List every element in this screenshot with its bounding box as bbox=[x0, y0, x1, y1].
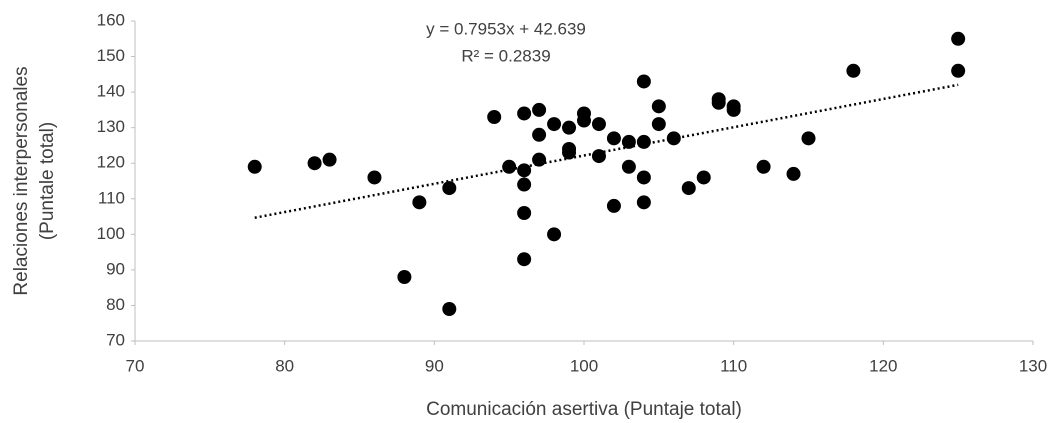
point bbox=[502, 159, 517, 174]
point bbox=[636, 195, 651, 210]
x-tick-label: 90 bbox=[425, 356, 444, 375]
point bbox=[547, 227, 562, 242]
point bbox=[442, 302, 457, 316]
point bbox=[577, 113, 591, 128]
x-tick-label: 120 bbox=[869, 356, 897, 375]
y-tick-label: 110 bbox=[98, 188, 125, 207]
trend-equation: y = 0.7953x + 42.639 bbox=[426, 19, 586, 38]
y-tick-label: 70 bbox=[106, 330, 125, 349]
y-tick-label: 160 bbox=[97, 10, 125, 29]
point bbox=[621, 134, 636, 149]
point bbox=[517, 252, 532, 267]
point bbox=[786, 166, 801, 181]
y-tick-label: 100 bbox=[97, 224, 125, 243]
x-tick-label: 80 bbox=[275, 356, 294, 375]
point bbox=[517, 206, 532, 220]
point bbox=[801, 131, 816, 146]
point bbox=[651, 99, 666, 114]
y-axis-title: (Puntale total) bbox=[37, 122, 58, 240]
point bbox=[591, 117, 606, 132]
point bbox=[562, 120, 577, 135]
y-tick-label: 140 bbox=[97, 82, 125, 101]
point bbox=[532, 102, 547, 117]
point bbox=[517, 163, 532, 178]
trend-r2: R² = 0.2839 bbox=[461, 46, 550, 65]
point bbox=[247, 159, 262, 174]
point bbox=[756, 159, 771, 174]
point bbox=[606, 198, 621, 213]
point bbox=[711, 95, 726, 110]
y-tick-label: 150 bbox=[97, 46, 125, 65]
point bbox=[397, 270, 412, 284]
y-tick-label: 90 bbox=[106, 259, 125, 278]
y-axis-title: Relaciones interpersonales bbox=[11, 66, 32, 295]
point bbox=[621, 159, 636, 174]
point bbox=[636, 170, 651, 185]
point bbox=[532, 152, 547, 167]
point bbox=[517, 106, 532, 121]
point bbox=[726, 102, 741, 117]
x-tick-label: 100 bbox=[570, 356, 598, 375]
point bbox=[322, 152, 337, 167]
point bbox=[517, 177, 532, 192]
point bbox=[636, 134, 651, 149]
point bbox=[951, 63, 966, 78]
point bbox=[532, 127, 547, 142]
point bbox=[307, 156, 322, 171]
point bbox=[562, 145, 577, 160]
point bbox=[681, 181, 696, 196]
point bbox=[367, 170, 382, 185]
x-tick-label: 110 bbox=[720, 356, 747, 375]
point bbox=[846, 63, 861, 78]
point bbox=[951, 31, 966, 46]
x-axis-title: Comunicación asertiva (Puntaje total) bbox=[426, 399, 742, 420]
y-tick-label: 120 bbox=[97, 153, 125, 172]
x-tick-label: 130 bbox=[1019, 356, 1047, 375]
point bbox=[606, 131, 621, 146]
point bbox=[442, 181, 457, 196]
point bbox=[651, 117, 666, 132]
x-tick-label: 70 bbox=[126, 356, 145, 375]
y-tick-label: 80 bbox=[106, 295, 125, 314]
point bbox=[696, 170, 711, 185]
point bbox=[547, 117, 562, 132]
point bbox=[487, 110, 502, 124]
point bbox=[591, 149, 606, 164]
trendline bbox=[254, 83, 959, 219]
point bbox=[636, 74, 651, 89]
y-tick-label: 130 bbox=[97, 117, 125, 136]
point bbox=[412, 195, 427, 210]
point bbox=[666, 131, 681, 146]
